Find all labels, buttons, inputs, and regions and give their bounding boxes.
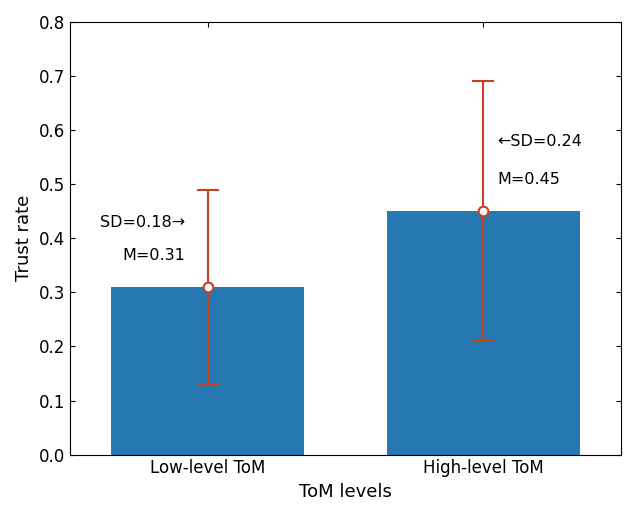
Text: SD=0.18→: SD=0.18→	[100, 215, 186, 230]
X-axis label: ToM levels: ToM levels	[299, 483, 392, 501]
Y-axis label: Trust rate: Trust rate	[15, 195, 33, 281]
Bar	[387, 211, 579, 455]
Text: M=0.31: M=0.31	[123, 248, 186, 263]
Bar	[111, 287, 304, 455]
Text: M=0.45: M=0.45	[497, 172, 560, 187]
Text: ←SD=0.24: ←SD=0.24	[497, 134, 582, 149]
